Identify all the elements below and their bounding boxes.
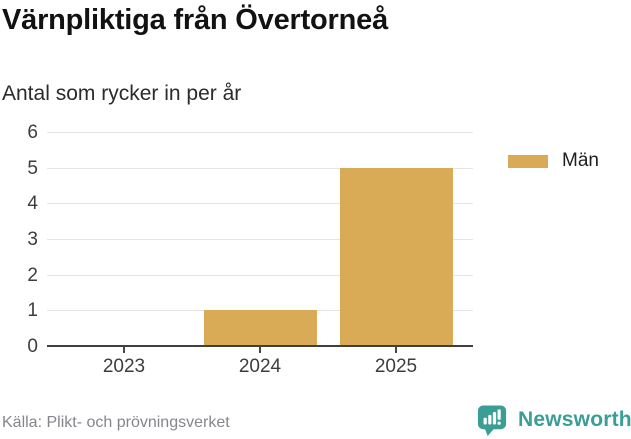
chart-title: Värnpliktiga från Övertorneå	[2, 4, 389, 36]
axis-tick-2025	[395, 347, 397, 353]
gridline-y6	[47, 132, 473, 133]
x-axis-label-2024: 2024	[238, 356, 282, 377]
gridline-y3	[47, 239, 473, 240]
bar-2025	[340, 168, 453, 346]
y-axis-label-6: 6	[27, 122, 38, 143]
y-axis-label-3: 3	[27, 229, 38, 250]
y-axis-label-2: 2	[27, 265, 38, 286]
legend-label-man: Män	[562, 150, 599, 171]
newsworthy-logo[interactable]: Newsworthy	[476, 403, 631, 437]
gridline-y2	[47, 275, 473, 276]
gridline-y5	[47, 168, 473, 169]
axis-tick-2023	[123, 347, 125, 353]
y-axis-label-1: 1	[27, 300, 38, 321]
x-axis-line	[47, 345, 473, 347]
y-axis-label-5: 5	[27, 158, 38, 179]
chart-subtitle: Antal som rycker in per år	[2, 82, 242, 105]
bar-2024	[204, 310, 317, 346]
legend-swatch-man	[508, 155, 548, 168]
gridline-y4	[47, 203, 473, 204]
x-axis-label-2023: 2023	[102, 356, 146, 377]
legend: Män	[508, 150, 599, 172]
x-axis-label-2025: 2025	[374, 356, 418, 377]
newsworthy-icon	[477, 405, 507, 437]
axis-tick-2024	[259, 347, 261, 353]
source-text: Källa: Plikt- och prövningsverket	[2, 414, 230, 431]
newsworthy-wordmark: Newsworthy	[518, 408, 631, 431]
y-axis-label-0: 0	[27, 336, 38, 357]
y-axis-label-4: 4	[27, 193, 38, 214]
